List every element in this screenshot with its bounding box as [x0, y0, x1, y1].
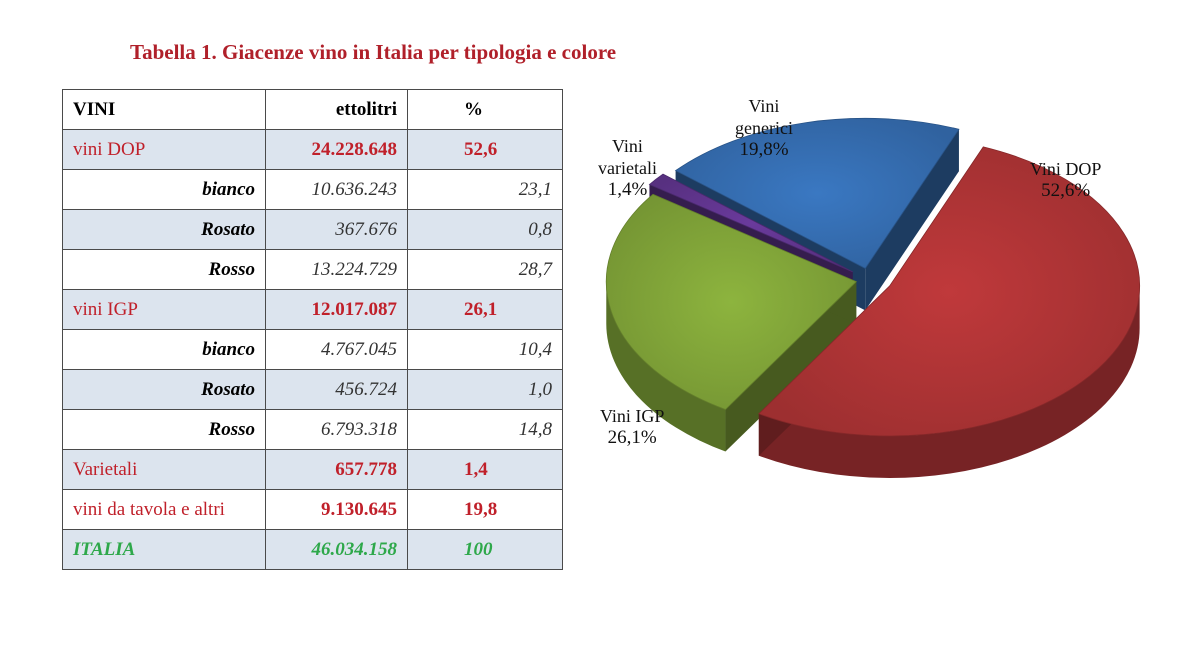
pie-label: Vini varietali 1,4%: [598, 135, 657, 201]
pie-label: Vini generici 19,8%: [735, 95, 793, 161]
row-label: Rosso: [62, 409, 266, 450]
row-percent: 100: [407, 529, 563, 570]
pie-slice-top: [648, 173, 853, 273]
row-label: vini IGP: [62, 289, 266, 330]
pie-label-value: 26,1%: [607, 427, 657, 448]
header-vini: VINI: [62, 89, 266, 130]
pie-label-value: 52,6%: [1041, 180, 1091, 201]
table-row: bianco 10.636.243 23,1: [62, 169, 563, 210]
table-row: vini da tavola e altri 9.130.645 19,8: [62, 489, 563, 530]
row-percent: 14,8: [407, 409, 563, 450]
pie-label-name: Vini DOP: [1030, 159, 1102, 179]
pie-slice-top: [758, 146, 1140, 437]
row-label: bianco: [62, 169, 266, 210]
row-ettolitri: 367.676: [265, 209, 408, 250]
table-row: Rosato 456.724 1,0: [62, 369, 563, 410]
row-ettolitri: 13.224.729: [265, 249, 408, 290]
row-percent: 1,0: [407, 369, 563, 410]
row-percent: 19,8: [407, 489, 563, 530]
row-label: bianco: [62, 329, 266, 370]
pie-label: Vini DOP 52,6%: [1030, 158, 1101, 202]
row-ettolitri: 10.636.243: [265, 169, 408, 210]
pie-label-name: Vini IGP: [600, 406, 665, 426]
table-row: ITALIA 46.034.158 100: [62, 529, 563, 570]
pie-label-value: 1,4%: [607, 179, 648, 200]
row-percent: 10,4: [407, 329, 563, 370]
pie-slice-top: [605, 193, 857, 410]
pie-slice-wall: [725, 281, 857, 452]
pie-slice-top: [674, 117, 960, 269]
row-ettolitri: 6.793.318: [265, 409, 408, 450]
row-percent: 1,4: [407, 449, 563, 490]
pie-label-name: varietali: [598, 158, 657, 178]
row-ettolitri: 4.767.045: [265, 329, 408, 370]
table-row: Rosato 367.676 0,8: [62, 209, 563, 250]
row-percent: 0,8: [407, 209, 563, 250]
wine-pie-chart: [605, 117, 1140, 478]
pie-label: Vini IGP 26,1%: [600, 405, 664, 449]
row-percent: 52,6: [407, 129, 563, 170]
table-row: Rosso 6.793.318 14,8: [62, 409, 563, 450]
row-ettolitri: 456.724: [265, 369, 408, 410]
table-header-row: VINI ettolitri %: [62, 89, 563, 130]
pie-slice-wall: [865, 129, 959, 311]
table-title: Tabella 1. Giacenze vino in Italia per t…: [130, 40, 617, 64]
row-ettolitri: 46.034.158: [265, 529, 408, 570]
row-ettolitri: 24.228.648: [265, 129, 408, 170]
row-label: Rosato: [62, 369, 266, 410]
row-label: Rosato: [62, 209, 266, 250]
row-label: Varietali: [62, 449, 266, 490]
pie-slice-1: [605, 193, 857, 452]
table-row: Varietali 657.778 1,4: [62, 449, 563, 490]
table-row: Rosso 13.224.729 28,7: [62, 249, 563, 290]
row-label: vini DOP: [62, 129, 266, 170]
table-row: bianco 4.767.045 10,4: [62, 329, 563, 370]
row-ettolitri: 12.017.087: [265, 289, 408, 330]
pie-slice-0: [758, 146, 1140, 478]
row-label: Rosso: [62, 249, 266, 290]
row-ettolitri: 657.778: [265, 449, 408, 490]
row-label: ITALIA: [62, 529, 266, 570]
row-percent: 23,1: [407, 169, 563, 210]
row-percent: 28,7: [407, 249, 563, 290]
pie-slice-side: [606, 281, 726, 452]
row-percent: 26,1: [407, 289, 563, 330]
row-ettolitri: 9.130.645: [265, 489, 408, 530]
pie-label-value: 19,8%: [739, 139, 789, 160]
header-ettolitri: ettolitri: [265, 89, 408, 130]
pie-slice-side: [758, 285, 1140, 478]
row-label: vini da tavola e altri: [62, 489, 266, 530]
pie-label-name: generici: [735, 118, 793, 138]
table-row: vini IGP 12.017.087 26,1: [62, 289, 563, 330]
pie-label-name: Vini: [612, 136, 643, 156]
pie-label-name: Vini: [748, 96, 780, 116]
header-percent: %: [407, 89, 563, 130]
wine-stock-table: VINI ettolitri % vini DOP 24.228.648 52,6 b…: [62, 89, 563, 570]
table-row: vini DOP 24.228.648 52,6: [62, 129, 563, 170]
